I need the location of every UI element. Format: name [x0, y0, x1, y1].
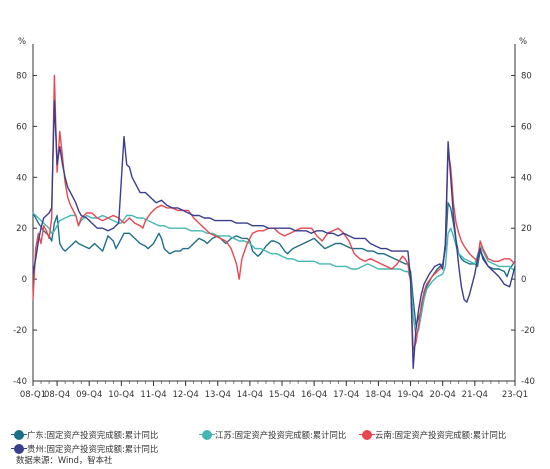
legend-label-guizhou: 贵州:固定资产投资完成额:累计同比: [27, 444, 159, 454]
legend-label-jiangsu: 江苏:固定资产投资完成额:累计同比: [215, 430, 347, 440]
y-tick-label-left: 60: [16, 122, 27, 132]
y-tick-label-right: 60: [521, 122, 532, 132]
legend-marker-guizhou: [11, 444, 27, 454]
x-tick-label: 15-Q4: [269, 390, 295, 400]
legend-label-yunnan: 云南:固定资产投资完成额:累计同比: [375, 430, 507, 440]
left-y-unit-label: %: [18, 37, 26, 47]
plot-area: [32, 74, 516, 369]
x-tick-label: 14-Q4: [237, 390, 263, 400]
x-tick-label: 21-Q4: [462, 390, 488, 400]
x-tick-label: 10-Q4: [108, 390, 134, 400]
x-tick-label: 19-Q4: [397, 390, 423, 400]
legend-item-guangdong[interactable]: 广东:固定资产投资完成额:累计同比: [11, 429, 159, 441]
legend-marker-jiangsu: [199, 430, 215, 440]
x-tick-label: 16-Q4: [301, 390, 327, 400]
x-tick-label: 08-Q1: [20, 390, 46, 400]
x-tick-label: 23-Q1: [502, 390, 528, 400]
y-tick-label-left: -20: [13, 326, 27, 336]
x-tick-label: 12-Q4: [172, 390, 198, 400]
y-tick-label-right: 0: [521, 275, 526, 285]
x-tick-label: 08-Q4: [44, 390, 70, 400]
legend-label-guangdong: 广东:固定资产投资完成额:累计同比: [27, 430, 159, 440]
y-tick-label-left: 40: [16, 173, 27, 183]
x-tick-label: 11-Q4: [140, 390, 166, 400]
legend-item-guizhou[interactable]: 贵州:固定资产投资完成额:累计同比: [11, 443, 159, 455]
legend-item-jiangsu[interactable]: 江苏:固定资产投资完成额:累计同比: [199, 429, 347, 441]
x-tick-label: 13-Q4: [205, 390, 231, 400]
x-tick-label: 20-Q4: [430, 390, 456, 400]
y-tick-label-right: 20: [521, 224, 532, 234]
y-tick-label-left: -40: [13, 377, 27, 387]
legend-marker-yunnan: [359, 430, 375, 440]
y-tick-label-right: -40: [521, 377, 535, 387]
legend-item-yunnan[interactable]: 云南:固定资产投资完成额:累计同比: [359, 429, 507, 441]
legend-marker-guangdong: [11, 430, 27, 440]
y-tick-label-right: -20: [521, 326, 535, 336]
y-tick-label-left: 20: [16, 224, 27, 234]
y-tick-label-right: 40: [521, 173, 532, 183]
x-tick-label: 18-Q4: [365, 390, 391, 400]
series-line-0: [32, 202, 516, 326]
y-tick-label-right: 80: [521, 71, 532, 81]
y-tick-label-left: 80: [16, 71, 27, 81]
series-line-1: [32, 212, 516, 336]
y-tick-label-left: 0: [22, 275, 27, 285]
series-line-3: [32, 100, 516, 369]
right-y-unit-label: %: [519, 37, 527, 47]
x-tick-label: 17-Q4: [333, 390, 359, 400]
chart-axes: -40 -40 -20 -20 0 0 20 20 40 40 60 60 80 80 08-Q108-Q4…: [13, 44, 535, 400]
source-note: 数据来源：Wind，智本社: [16, 455, 113, 465]
series-line-2: [32, 74, 516, 352]
x-tick-label: 09-Q4: [76, 390, 102, 400]
